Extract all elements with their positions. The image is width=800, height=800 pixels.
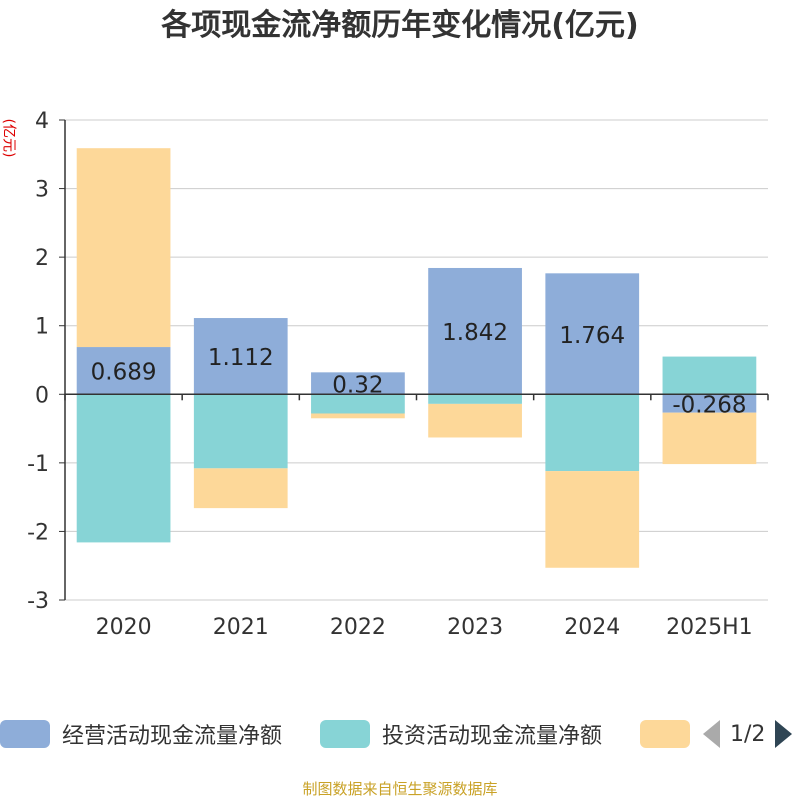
data-label-operating-2020: 0.689: [91, 360, 157, 386]
legend-pager: 1/2: [703, 718, 793, 750]
legend-label-investing: 投资活动现金流量净额: [382, 724, 603, 749]
bar-financing-2024: [545, 471, 640, 568]
legend-item-investing[interactable]: 投资活动现金流量净额: [320, 718, 602, 750]
bar-investing-2021: [193, 394, 288, 469]
legend-swatch-operating: [0, 720, 50, 748]
y-tick-label: -1: [27, 452, 49, 477]
bar-financing-2020: [76, 148, 171, 348]
chart-title: 各项现金流净额历年变化情况(亿元): [161, 8, 639, 43]
legend-prev-page-icon[interactable]: [703, 720, 720, 748]
x-tick-label-2023: 2023: [447, 615, 503, 640]
legend-item-operating[interactable]: 经营活动现金流量净额: [0, 718, 282, 750]
legend-item-financing[interactable]: [640, 718, 690, 750]
y-tick-label: 1: [35, 315, 49, 340]
x-tick-label-2021: 2021: [213, 615, 269, 640]
bar-financing-2023: [428, 403, 522, 438]
bar-operating-2020: [76, 347, 171, 395]
bar-financing-2022: [311, 413, 405, 419]
y-tick-label: 2: [35, 246, 49, 271]
bar-financing-2021: [193, 468, 288, 509]
bar-operating-2025H1: [662, 394, 757, 413]
bar-operating-2023: [428, 267, 522, 395]
y-tick-label: -3: [27, 589, 49, 614]
legend-swatch-investing: [320, 720, 370, 748]
x-tick-label-2022: 2022: [330, 615, 386, 640]
y-tick-label: 4: [35, 109, 49, 134]
x-tick-label-2024: 2024: [564, 615, 620, 640]
data-label-operating-2021: 1.112: [208, 345, 274, 371]
bar-operating-2024: [545, 273, 640, 395]
legend-swatch-financing: [640, 720, 690, 748]
bar-operating-2021: [193, 318, 288, 395]
data-label-operating-2025H1: -0.268: [672, 392, 746, 418]
x-tick-label-2025H1: 2025H1: [666, 615, 753, 640]
legend-next-page-icon[interactable]: [775, 720, 793, 748]
y-tick-label: 3: [35, 178, 49, 203]
bar-investing-2024: [545, 394, 640, 472]
bar-investing-2023: [428, 394, 522, 404]
data-label-operating-2023: 1.842: [442, 320, 508, 346]
legend-label-operating: 经营活动现金流量净额: [62, 724, 283, 749]
x-tick-label-2020: 2020: [96, 615, 152, 640]
data-source-note: 制图数据来自恒生聚源数据库: [302, 780, 498, 798]
data-label-operating-2024: 1.764: [559, 323, 625, 349]
y-tick-label: 0: [35, 383, 49, 408]
legend: 经营活动现金流量净额 投资活动现金流量净额 1/2: [0, 718, 800, 750]
bar-financing-2025H1: [662, 412, 757, 465]
y-tick-label: -2: [27, 520, 49, 545]
bar-investing-2025H1: [662, 356, 757, 395]
bar-investing-2022: [311, 394, 405, 414]
bar-investing-2020: [76, 394, 171, 543]
bar-operating-2022: [311, 372, 405, 395]
legend-page-indicator: 1/2: [730, 721, 766, 747]
